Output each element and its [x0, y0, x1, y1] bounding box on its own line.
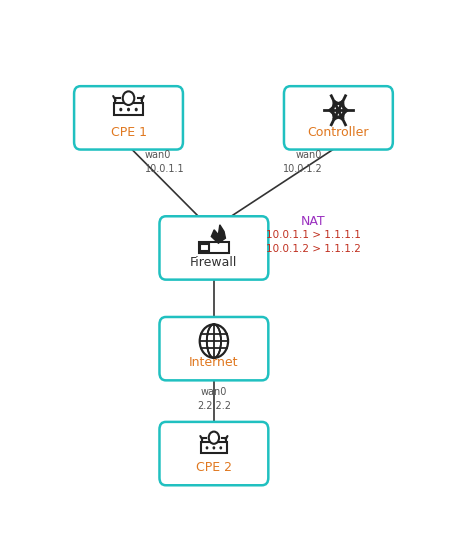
Text: wan0
10.0.1.1: wan0 10.0.1.1 [145, 150, 184, 173]
Text: 10.0.1.2 > 1.1.1.2: 10.0.1.2 > 1.1.1.2 [266, 244, 361, 254]
FancyBboxPatch shape [201, 244, 209, 251]
FancyBboxPatch shape [199, 243, 229, 253]
FancyBboxPatch shape [159, 216, 269, 280]
Text: Internet: Internet [189, 356, 239, 370]
Text: CPE 2: CPE 2 [196, 462, 232, 474]
FancyBboxPatch shape [74, 86, 183, 149]
Circle shape [200, 324, 228, 358]
Circle shape [127, 108, 130, 111]
Circle shape [219, 446, 222, 450]
Circle shape [134, 108, 138, 111]
Circle shape [206, 446, 208, 450]
Text: wan0
10.0.1.2: wan0 10.0.1.2 [283, 150, 322, 173]
Text: NAT: NAT [301, 215, 326, 228]
Circle shape [209, 432, 219, 444]
Text: 10.0.1.1 > 1.1.1.1: 10.0.1.1 > 1.1.1.1 [266, 231, 361, 240]
Polygon shape [211, 225, 225, 243]
Circle shape [213, 446, 215, 450]
Circle shape [336, 107, 341, 113]
Text: CPE 1: CPE 1 [111, 126, 146, 138]
FancyBboxPatch shape [114, 102, 143, 115]
FancyBboxPatch shape [159, 317, 269, 380]
Text: Firewall: Firewall [190, 256, 238, 269]
FancyBboxPatch shape [159, 422, 269, 485]
Circle shape [123, 92, 134, 105]
Text: wan0
2.2.2.2: wan0 2.2.2.2 [197, 387, 231, 410]
Text: Controller: Controller [308, 126, 369, 138]
Circle shape [119, 108, 123, 111]
FancyBboxPatch shape [284, 86, 393, 149]
FancyBboxPatch shape [201, 442, 227, 452]
